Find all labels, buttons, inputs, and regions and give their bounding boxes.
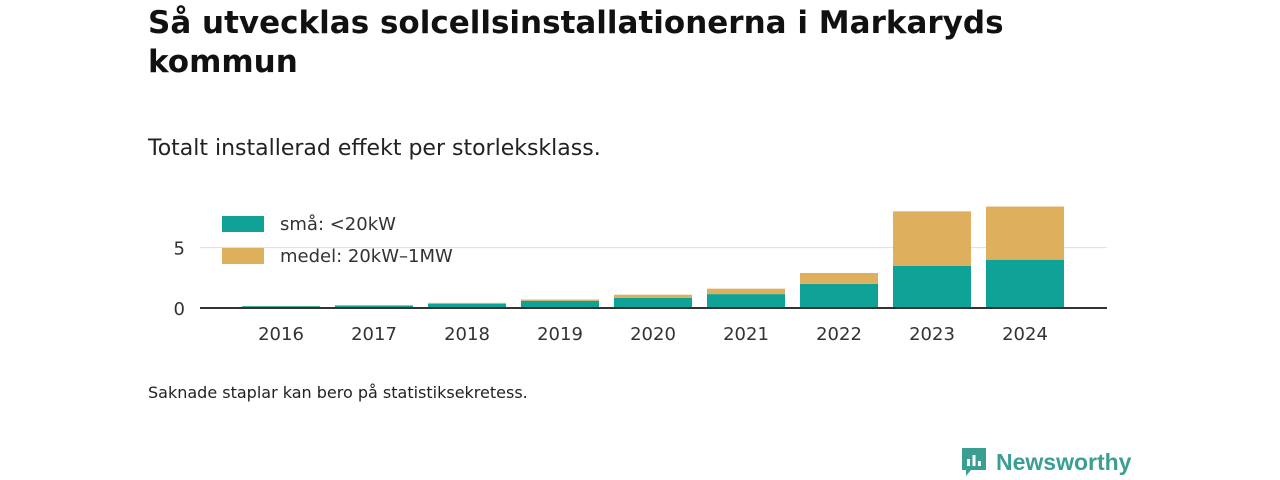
- x-tick-label: 2016: [258, 324, 304, 345]
- y-tick-label: 5: [174, 239, 185, 260]
- bar-medium-2021: [707, 288, 785, 295]
- bar-small-2022: [800, 283, 878, 308]
- brand-name: Newsworthy: [996, 448, 1132, 475]
- bars: [242, 206, 1064, 308]
- x-tick-labels: 2016 2017 2018 2019 2020 2021 2022 2023 2024: [258, 324, 1048, 345]
- chart-subtitle: Totalt installerad effekt per storlekskl…: [148, 136, 601, 161]
- bar-medium-2019: [521, 299, 599, 301]
- bar-medium-2024: [986, 206, 1064, 260]
- footnote: Saknade staplar kan bero på statistiksek…: [148, 383, 528, 402]
- y-tick-label: 0: [174, 299, 185, 320]
- legend-swatch: [222, 216, 264, 232]
- bar-small-2017: [335, 305, 413, 308]
- x-tick-label: 2018: [444, 324, 490, 345]
- bar-small-2023: [893, 265, 971, 308]
- x-tick-label: 2019: [537, 324, 583, 345]
- legend-swatch: [222, 248, 264, 264]
- legend-label: små: <20kW: [280, 214, 396, 235]
- x-tick-label: 2022: [816, 324, 862, 345]
- bar-medium-2022: [800, 272, 878, 284]
- x-tick-label: 2024: [1002, 324, 1048, 345]
- bar-chart: 05 2016 2017 2018 2019 2020 2021 2022 2023 2024 …: [174, 206, 1107, 345]
- bar-medium-2018: [428, 302, 506, 304]
- bar-small-2021: [707, 294, 785, 308]
- newsworthy-logo: Newsworthy: [960, 446, 1131, 478]
- bar-small-2018: [428, 303, 506, 308]
- x-tick-label: 2023: [909, 324, 955, 345]
- x-tick-label: 2017: [351, 324, 397, 345]
- bar-small-2024: [986, 259, 1064, 308]
- x-tick-label: 2021: [723, 324, 769, 345]
- x-tick-label: 2020: [630, 324, 676, 345]
- bar-small-2019: [521, 300, 599, 308]
- bar-medium-2023: [893, 211, 971, 266]
- legend-label: medel: 20kW–1MW: [280, 246, 453, 267]
- newsworthy-icon: [962, 448, 986, 476]
- bar-medium-2020: [614, 294, 692, 298]
- legend: små: <20kW medel: 20kW–1MW: [222, 214, 453, 267]
- bar-small-2020: [614, 297, 692, 308]
- chart-title: Så utvecklas solcellsinstallationerna i …: [148, 5, 1004, 80]
- y-tick-labels: 05: [174, 239, 185, 320]
